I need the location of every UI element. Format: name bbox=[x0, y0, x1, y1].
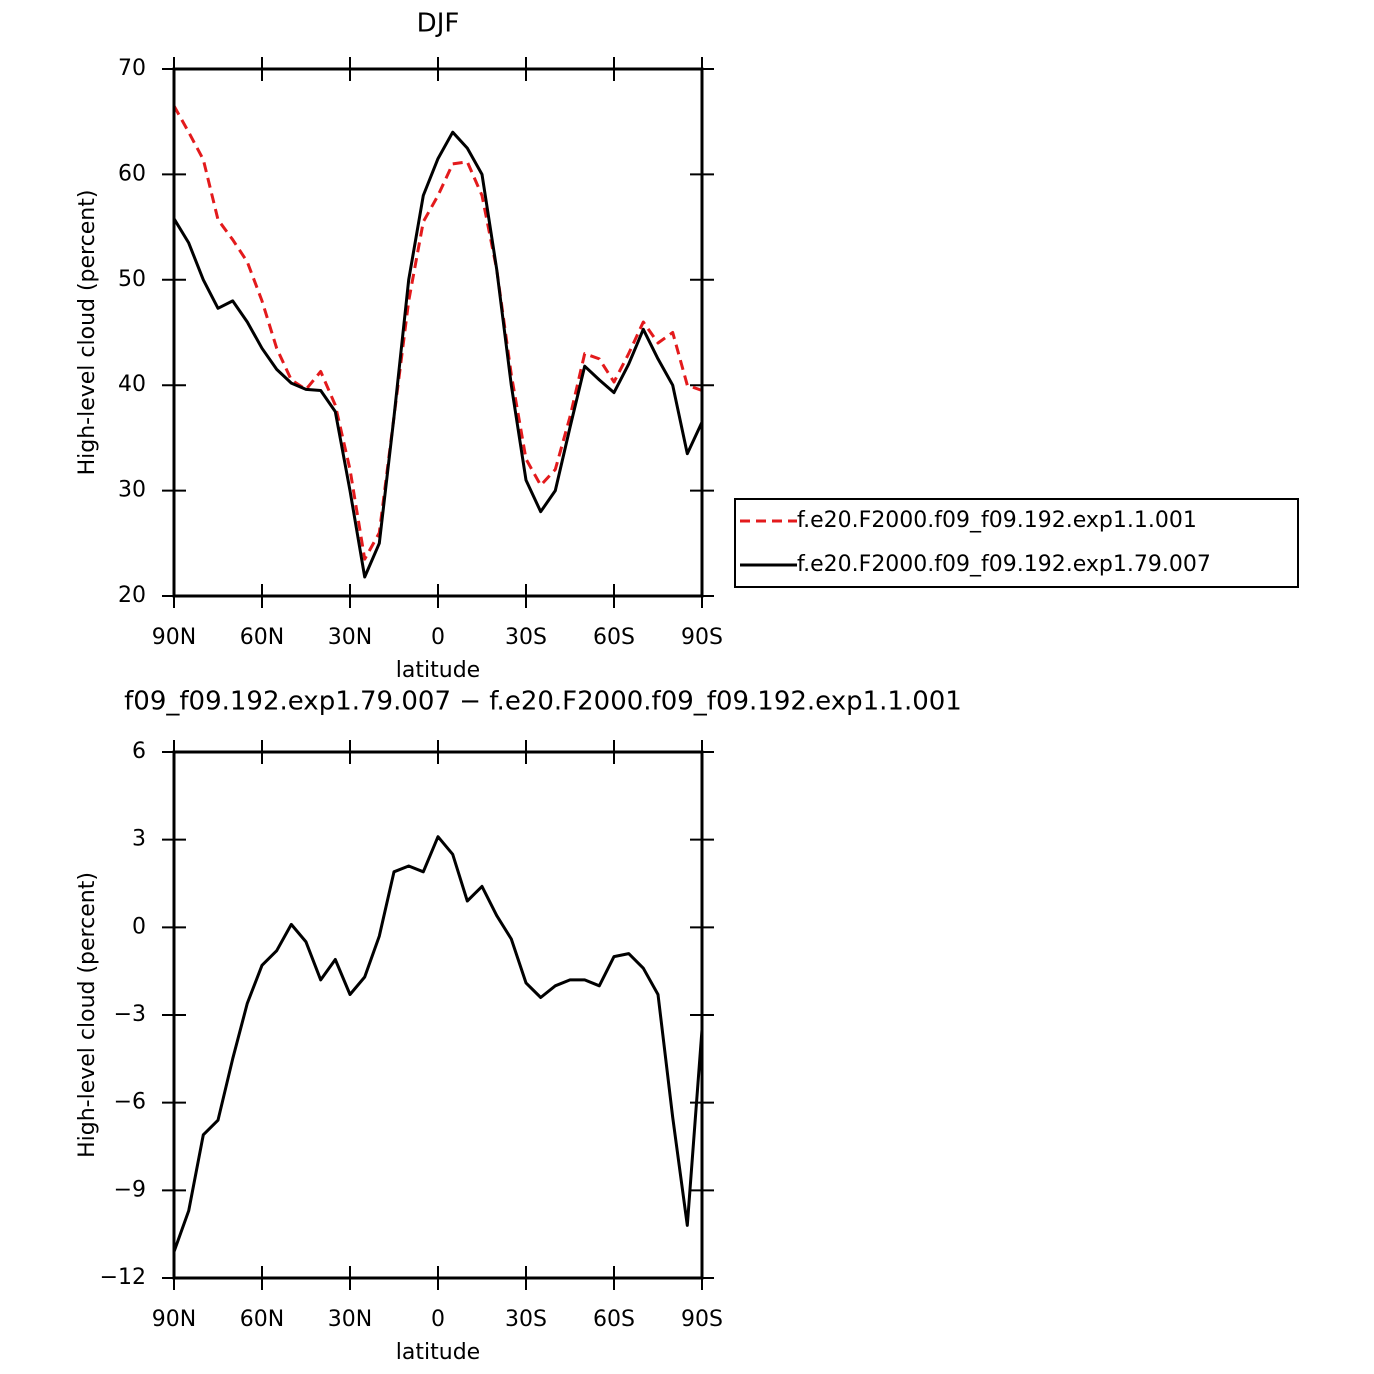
legend-label: f.e20.F2000.f09_f09.192.exp1.79.007 bbox=[797, 552, 1211, 577]
x-tick-label: 60S bbox=[593, 625, 635, 650]
y-axis-label: High-level cloud (percent) bbox=[75, 872, 100, 1158]
x-tick-label: 90S bbox=[681, 1307, 723, 1332]
y-tick-label: 3 bbox=[132, 827, 146, 852]
x-tick-label: 30S bbox=[505, 1307, 547, 1332]
y-tick-label: 0 bbox=[132, 914, 146, 939]
x-tick-label: 60N bbox=[240, 1307, 284, 1332]
x-tick-label: 60S bbox=[593, 1307, 635, 1332]
y-tick-label: −3 bbox=[114, 1002, 146, 1027]
y-tick-label: 50 bbox=[118, 267, 146, 292]
y-tick-label: −9 bbox=[114, 1177, 146, 1202]
chart-title: DJF bbox=[417, 9, 460, 39]
x-tick-label: 90S bbox=[681, 625, 723, 650]
data-line bbox=[172, 130, 704, 579]
x-tick-label: 0 bbox=[431, 625, 445, 650]
y-tick-label: 70 bbox=[118, 56, 146, 81]
x-tick-label: 30N bbox=[328, 1307, 372, 1332]
data-line bbox=[172, 835, 704, 1253]
x-axis-label: latitude bbox=[396, 1340, 480, 1365]
y-tick-label: 20 bbox=[118, 583, 146, 608]
x-tick-label: 30N bbox=[328, 625, 372, 650]
plot-frame bbox=[172, 67, 704, 598]
legend-box bbox=[734, 498, 1299, 588]
x-axis-label: latitude bbox=[396, 658, 480, 683]
y-tick-label: 60 bbox=[118, 161, 146, 186]
chart-title: f09_f09.192.exp1.79.007 − f.e20.F2000.f0… bbox=[124, 687, 962, 717]
plot-frame bbox=[172, 750, 704, 1280]
x-tick-label: 0 bbox=[431, 1307, 445, 1332]
y-tick-label: −12 bbox=[100, 1265, 146, 1290]
y-axis-label: High-level cloud (percent) bbox=[75, 190, 100, 476]
y-tick-label: −6 bbox=[114, 1090, 146, 1115]
y-tick-label: 30 bbox=[118, 478, 146, 503]
data-line bbox=[172, 105, 703, 561]
y-tick-label: 6 bbox=[132, 739, 146, 764]
legend-label: f.e20.F2000.f09_f09.192.exp1.1.001 bbox=[797, 508, 1197, 533]
x-tick-label: 90N bbox=[152, 625, 196, 650]
x-tick-label: 90N bbox=[152, 1307, 196, 1332]
x-tick-label: 30S bbox=[505, 625, 547, 650]
y-tick-label: 40 bbox=[118, 372, 146, 397]
x-tick-label: 60N bbox=[240, 625, 284, 650]
